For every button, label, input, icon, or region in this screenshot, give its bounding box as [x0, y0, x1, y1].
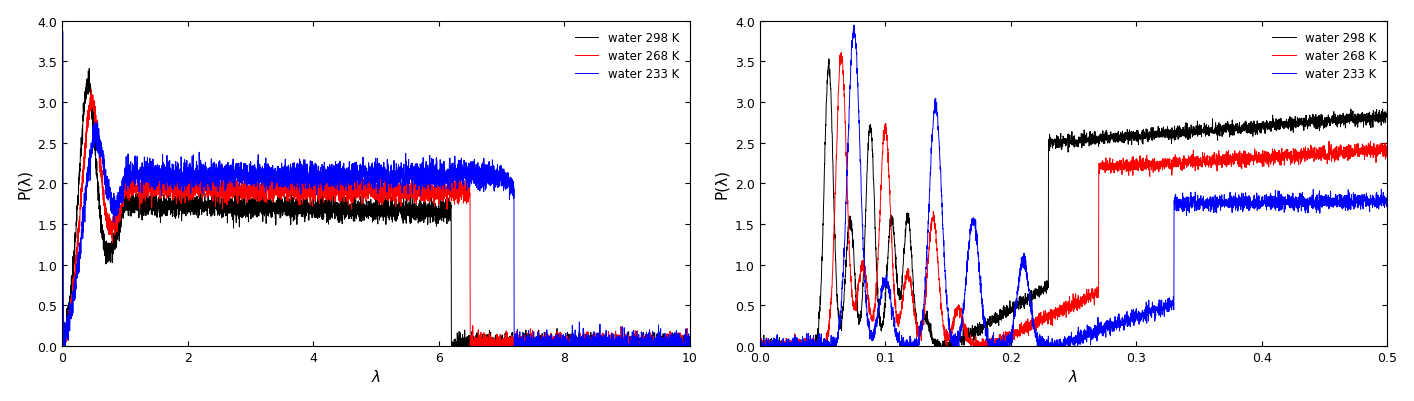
- water 298 K: [1208, 129, 1225, 134]
- water 298 K: [752, 344, 769, 348]
- X-axis label: λ: λ: [372, 369, 380, 385]
- Line: water 233 K: water 233 K: [62, 32, 690, 346]
- water 233 K: [1015, 260, 1032, 265]
- Line: water 268 K: water 268 K: [759, 53, 1387, 346]
- water 268 K: [1015, 331, 1032, 336]
- Y-axis label: P(λ): P(λ): [17, 169, 31, 199]
- water 233 K: [199, 172, 216, 177]
- water 298 K: [335, 207, 352, 211]
- water 268 K: [290, 197, 307, 202]
- water 233 K: [335, 165, 352, 170]
- water 298 K: [820, 57, 837, 62]
- Y-axis label: P(λ): P(λ): [714, 169, 730, 199]
- Line: water 298 K: water 298 K: [759, 60, 1387, 346]
- water 298 K: [1329, 118, 1346, 123]
- water 268 K: [206, 185, 223, 190]
- water 233 K: [1379, 192, 1396, 197]
- water 298 K: [1015, 305, 1032, 310]
- water 268 K: [1379, 150, 1396, 154]
- water 298 K: [751, 337, 768, 342]
- water 298 K: [206, 214, 223, 219]
- Line: water 298 K: water 298 K: [62, 69, 690, 346]
- water 233 K: [682, 344, 699, 348]
- water 233 K: [1208, 195, 1225, 200]
- water 268 K: [335, 195, 352, 200]
- water 268 K: [54, 336, 71, 341]
- water 233 K: [846, 24, 863, 28]
- water 268 K: [204, 174, 221, 179]
- water 268 K: [1329, 155, 1346, 160]
- water 268 K: [83, 88, 100, 93]
- water 298 K: [81, 67, 98, 71]
- water 233 K: [1329, 200, 1346, 205]
- water 298 K: [682, 342, 699, 347]
- water 298 K: [54, 343, 71, 348]
- water 233 K: [57, 344, 74, 348]
- water 268 K: [1019, 329, 1036, 334]
- water 268 K: [1208, 158, 1225, 163]
- water 298 K: [290, 206, 307, 211]
- water 268 K: [751, 344, 768, 348]
- water 268 K: [833, 51, 850, 56]
- water 268 K: [54, 344, 71, 348]
- water 298 K: [199, 191, 216, 196]
- water 298 K: [54, 344, 71, 348]
- water 233 K: [290, 162, 307, 167]
- water 233 K: [751, 344, 768, 348]
- water 268 K: [682, 344, 699, 348]
- water 268 K: [676, 342, 693, 346]
- water 298 K: [1379, 108, 1396, 113]
- water 233 K: [1049, 344, 1066, 348]
- water 233 K: [206, 174, 223, 178]
- Legend: water 298 K, water 268 K, water 233 K: water 298 K, water 268 K, water 233 K: [570, 28, 684, 85]
- Legend: water 298 K, water 268 K, water 233 K: water 298 K, water 268 K, water 233 K: [1267, 28, 1381, 85]
- water 298 K: [204, 203, 221, 208]
- water 233 K: [1360, 199, 1377, 204]
- water 268 K: [1049, 306, 1066, 311]
- water 233 K: [204, 186, 221, 191]
- water 298 K: [676, 344, 693, 348]
- water 233 K: [54, 254, 71, 259]
- water 233 K: [751, 341, 768, 346]
- water 298 K: [1049, 145, 1066, 150]
- water 233 K: [54, 30, 71, 34]
- water 268 K: [199, 181, 216, 186]
- water 298 K: [1360, 120, 1377, 125]
- Line: water 268 K: water 268 K: [62, 91, 690, 346]
- water 233 K: [676, 342, 693, 346]
- water 233 K: [1021, 286, 1038, 291]
- Line: water 233 K: water 233 K: [759, 26, 1387, 346]
- water 298 K: [1021, 298, 1038, 302]
- X-axis label: λ: λ: [1069, 369, 1077, 385]
- water 268 K: [1360, 148, 1377, 152]
